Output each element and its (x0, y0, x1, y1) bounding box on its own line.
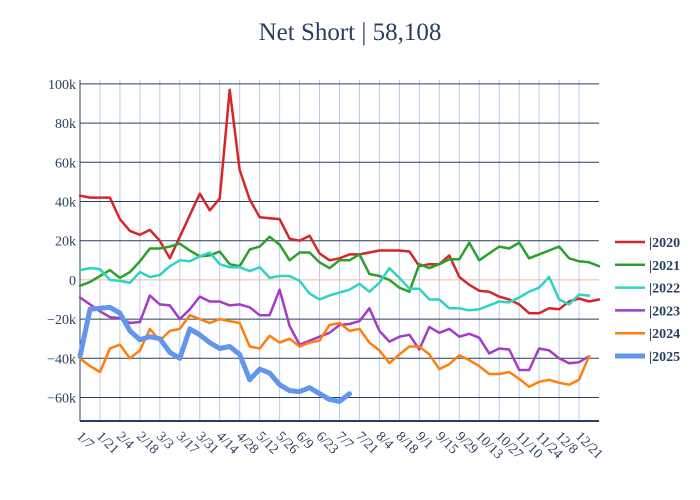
legend-label: |2024 (649, 327, 680, 342)
series-line-2022 (78, 251, 591, 312)
legend-label: |2023 (649, 304, 680, 319)
y-tick-label: 0 (69, 274, 76, 289)
series-line-2025 (77, 304, 352, 404)
legend-item-2024[interactable]: |2024 (615, 327, 680, 342)
y-tick-label: −40k (47, 352, 76, 367)
legend-label: |2021 (649, 259, 680, 274)
legend-label: |2025 (649, 350, 680, 365)
y-tick-label: 100k (48, 78, 76, 93)
legend[interactable]: |2020 |2021 |2022 |2023 |2024 |2025 (615, 236, 680, 365)
series-line-2024 (78, 313, 591, 388)
series-line-2021 (78, 235, 601, 293)
legend-label: |2022 (649, 282, 680, 297)
y-tick-label: 60k (55, 156, 76, 171)
x-tick-label: 1/7 (73, 429, 96, 452)
y-tick-label: −60k (47, 391, 76, 406)
y-tick-label: −20k (47, 313, 76, 328)
legend-item-2023[interactable]: |2023 (615, 304, 680, 319)
series-lines (77, 88, 601, 404)
chart-title: Net Short | 58,108 (259, 19, 442, 46)
y-tick-label: 80k (55, 117, 76, 132)
y-tick-label: 20k (55, 235, 76, 250)
legend-item-2025[interactable]: |2025 (615, 350, 680, 365)
legend-item-2022[interactable]: |2022 (615, 282, 680, 297)
legend-label: |2020 (649, 236, 680, 251)
y-tick-label: 40k (55, 196, 76, 211)
series-line-2023 (78, 288, 591, 372)
legend-item-2020[interactable]: |2020 (615, 236, 680, 251)
grid-lines (79, 80, 599, 421)
legend-item-2021[interactable]: |2021 (615, 259, 680, 274)
